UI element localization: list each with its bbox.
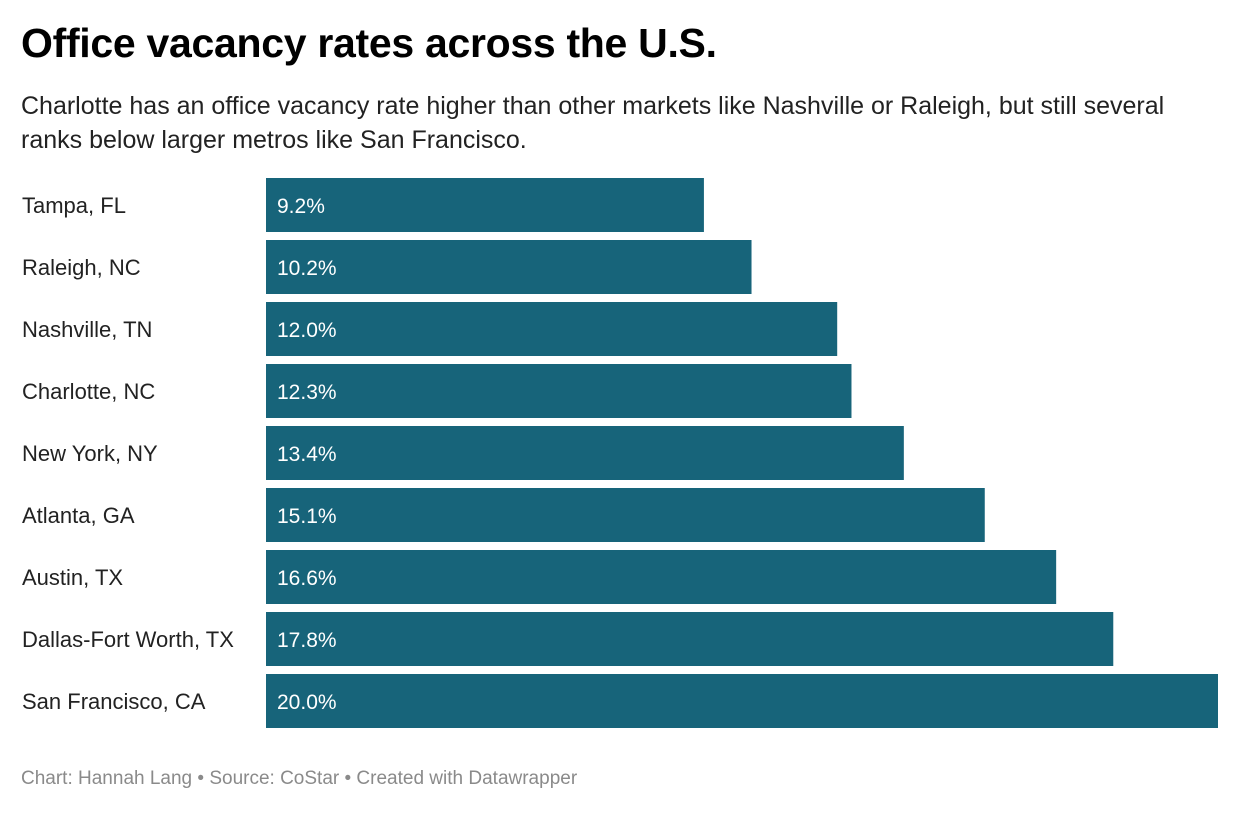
bar-value-label: 12.3% <box>277 381 337 404</box>
bar-value-label: 16.6% <box>277 567 337 590</box>
category-label: San Francisco, CA <box>22 689 206 714</box>
chart-subtitle: Charlotte has an office vacancy rate hig… <box>21 92 1165 154</box>
bar <box>266 178 704 232</box>
bar <box>266 612 1114 666</box>
chart-footer: Chart: Hannah Lang • Source: CoStar • Cr… <box>21 768 578 789</box>
bar <box>266 550 1057 604</box>
bar-value-label: 12.0% <box>277 319 337 342</box>
chart-title: Office vacancy rates across the U.S. <box>21 20 717 66</box>
bar-value-label: 9.2% <box>277 195 325 218</box>
bar-value-label: 17.8% <box>277 629 337 652</box>
category-label: Dallas-Fort Worth, TX <box>22 627 234 652</box>
bar-value-label: 10.2% <box>277 257 337 280</box>
bar <box>266 488 985 542</box>
bar-value-label: 15.1% <box>277 505 337 528</box>
category-label: Charlotte, NC <box>22 379 155 404</box>
category-label: Austin, TX <box>22 565 123 590</box>
bar <box>266 364 852 418</box>
bars-group: Tampa, FL 9.2% Raleigh, NC 10.2% Nashville, … <box>22 178 1218 728</box>
category-label: Tampa, FL <box>22 193 126 218</box>
bar-value-label: 20.0% <box>277 691 337 714</box>
category-label: New York, NY <box>22 441 158 466</box>
bar <box>266 240 752 294</box>
bar <box>266 426 904 480</box>
category-label: Atlanta, GA <box>22 503 135 528</box>
bar-value-label: 13.4% <box>277 443 337 466</box>
category-label: Raleigh, NC <box>22 255 141 280</box>
category-label: Nashville, TN <box>22 317 152 342</box>
bar <box>266 674 1218 728</box>
bar <box>266 302 838 356</box>
